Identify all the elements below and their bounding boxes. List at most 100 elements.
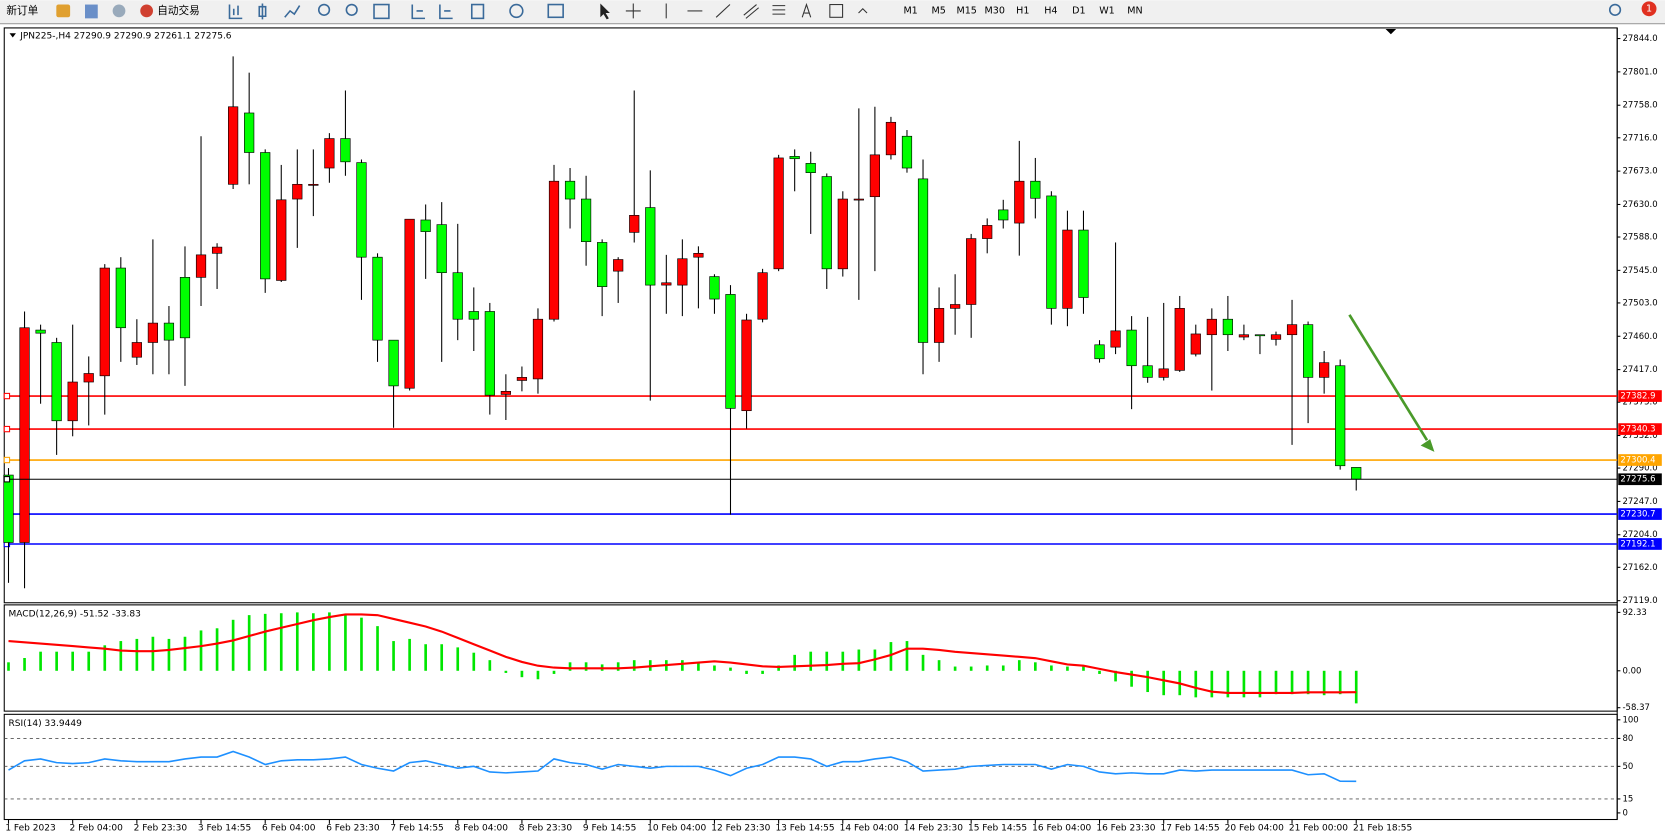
timeframe-button[interactable]: M1 <box>903 5 917 16</box>
y-tick-label: 27119.0 <box>1622 596 1657 606</box>
candle-body <box>1062 229 1073 309</box>
bar-chart-icon[interactable] <box>228 4 243 20</box>
candle-body <box>821 176 832 270</box>
candle-body <box>1302 324 1314 378</box>
arrow-shaft <box>1348 314 1429 441</box>
y-tick-label: 27503.0 <box>1622 298 1657 308</box>
line-chart-icon[interactable] <box>284 5 301 18</box>
tile-icon[interactable] <box>373 3 390 20</box>
candle-body <box>1206 318 1217 336</box>
timeframe-button[interactable]: M5 <box>931 5 945 16</box>
timeframe-button[interactable]: W1 <box>1099 5 1115 16</box>
candle-body <box>548 180 560 320</box>
timeframe-button[interactable]: M30 <box>985 5 1005 16</box>
candle-body <box>661 282 672 286</box>
candle-body <box>885 121 897 156</box>
candle-body <box>3 474 14 543</box>
candle-body <box>500 391 511 395</box>
search-icon[interactable] <box>1608 3 1622 16</box>
label-tool[interactable] <box>829 4 844 18</box>
shift-icon[interactable] <box>439 4 453 20</box>
candle-body <box>340 138 351 163</box>
candle-body <box>388 339 399 387</box>
indicators-icon[interactable] <box>470 3 485 20</box>
candle-body <box>1351 467 1362 480</box>
notification-count: 1 <box>1646 3 1652 14</box>
candle-body <box>869 154 880 198</box>
rsi-panel <box>3 713 1618 821</box>
chart-header: JPN225-,H4 27290.9 27290.9 27261.1 27275… <box>19 31 232 41</box>
level-line-label-bg <box>1618 423 1662 435</box>
level-line-label: 27340.3 <box>1620 425 1655 435</box>
x-tick-label: 12 Feb 23:30 <box>711 824 770 834</box>
level-line-label-bg <box>1618 508 1662 520</box>
candle-body <box>372 256 383 341</box>
candle-body <box>292 183 303 200</box>
new-order-button[interactable]: 新订单 <box>6 4 38 17</box>
zoom-in-icon[interactable] <box>317 3 331 16</box>
level-line-label: 27192.1 <box>1620 539 1655 549</box>
arrows-tool[interactable] <box>858 8 868 14</box>
timeframe-button[interactable]: D1 <box>1072 5 1085 16</box>
x-tick-label: 21 Feb 18:55 <box>1353 824 1412 834</box>
trendline-tool[interactable] <box>715 4 731 18</box>
templates-icon[interactable] <box>547 3 564 19</box>
rsi-title: RSI(14) <box>9 718 42 728</box>
cursor-tool[interactable] <box>600 3 610 20</box>
autoscroll-icon[interactable] <box>411 4 426 20</box>
notification-badge[interactable] <box>1641 1 1657 17</box>
y-tick-label: 27247.0 <box>1622 497 1657 507</box>
header-close: 27275.6 <box>194 31 232 41</box>
macd-y-tick-label: 0.00 <box>1622 666 1641 676</box>
candle-body <box>260 152 271 280</box>
candle-body <box>308 183 319 186</box>
fibo-tool[interactable] <box>772 5 786 15</box>
macd-signal-line <box>8 613 1357 694</box>
candle-body <box>83 373 94 383</box>
timeframe-button[interactable]: H4 <box>1044 5 1057 16</box>
candle-body <box>228 106 239 185</box>
y-tick-label: 27844.0 <box>1622 34 1657 44</box>
text-tool[interactable] <box>801 2 812 18</box>
candle-body <box>19 327 30 543</box>
candle-body <box>597 242 608 287</box>
candle-chart-icon[interactable] <box>258 3 267 20</box>
candle-body <box>629 215 640 233</box>
candle-body <box>773 157 784 270</box>
x-tick-label: 21 Feb 00:00 <box>1289 824 1348 834</box>
periods-icon[interactable] <box>509 3 524 19</box>
x-tick-label: 2 Feb 23:30 <box>134 824 188 834</box>
timeframe-button[interactable]: M15 <box>957 5 977 16</box>
timeframe-button[interactable]: MN <box>1127 5 1142 16</box>
x-tick-label: 16 Feb 04:00 <box>1032 824 1091 834</box>
candle-body <box>115 267 126 329</box>
signal-icon[interactable] <box>112 4 126 18</box>
auto-trading-button[interactable]: 自动交易 <box>157 4 199 17</box>
zoom-out-icon[interactable] <box>345 3 358 16</box>
autotrade-icon[interactable] <box>140 4 154 18</box>
candle-body <box>580 198 592 243</box>
x-tick-label: 9 Feb 14:55 <box>583 824 636 834</box>
y-tick-label: 27545.0 <box>1622 266 1657 276</box>
candle-body <box>195 254 207 278</box>
candle-body <box>1190 333 1201 355</box>
chart-menu-arrow[interactable] <box>9 33 16 38</box>
candle-body <box>1174 308 1185 371</box>
level-line-label-bg <box>1618 538 1662 550</box>
channel-tool[interactable] <box>743 4 759 19</box>
candle-body <box>1286 324 1298 336</box>
candle-body <box>99 267 110 377</box>
crosshair-tool[interactable] <box>625 3 641 19</box>
candle-body <box>725 294 736 409</box>
x-tick-label: 6 Feb 23:30 <box>326 824 380 834</box>
timeframe-button[interactable]: H1 <box>1016 5 1029 16</box>
profile-icon[interactable] <box>85 4 98 19</box>
y-tick-label: 27460.0 <box>1622 332 1657 342</box>
candle-body <box>211 246 223 254</box>
candle-body <box>1078 229 1089 298</box>
candle-body <box>1254 334 1266 337</box>
history-icon[interactable] <box>56 4 71 18</box>
candle-body <box>693 252 704 258</box>
rsi-y-tick-label: 0 <box>1622 808 1627 818</box>
x-tick-label: 15 Feb 14:55 <box>968 824 1027 834</box>
